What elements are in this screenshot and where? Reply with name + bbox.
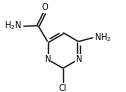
Text: O: O <box>42 3 48 12</box>
Text: Cl: Cl <box>59 84 67 92</box>
Text: NH$_2$: NH$_2$ <box>94 31 112 44</box>
Text: H$_2$N: H$_2$N <box>5 20 22 32</box>
Text: N: N <box>44 55 51 64</box>
Text: N: N <box>75 55 82 64</box>
